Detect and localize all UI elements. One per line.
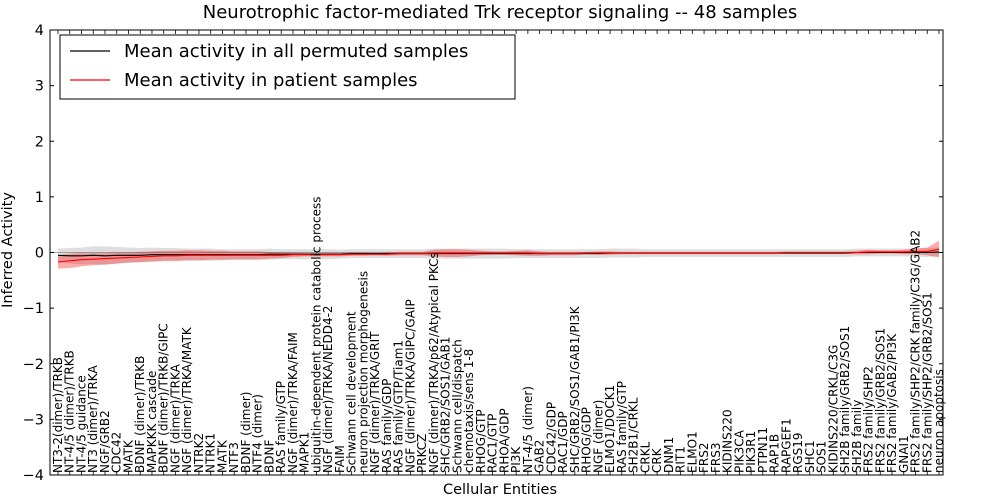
x-category-label: neuron projection morphogenesis <box>356 271 370 473</box>
x-category-label: PRKCZ <box>415 434 429 473</box>
y-axis-title: Inferred Activity <box>0 192 16 308</box>
x-category-label: NT-4/5 (dimer)/TRKB <box>63 350 77 473</box>
x-category-label: Schwann cell development <box>345 311 359 473</box>
x-category-label: BDNF (dimer) <box>239 392 253 474</box>
x-category-label: RAPGEF1 <box>779 418 793 473</box>
x-category-label: chemotaxis/sens 1-8 <box>462 349 476 473</box>
x-category-label: Schwann cell/dispatch <box>450 339 464 473</box>
y-tick-label: −3 <box>23 412 44 428</box>
x-category-label: RAS family/GTP/Tiam1 <box>392 340 406 473</box>
x-category-label: PIK3R1 <box>744 431 758 473</box>
x-category-label: FRS2 family/SHP2/GRB2/SOS1 <box>920 292 934 473</box>
x-category-label: NGF (dimer)/TRKA/GRIT <box>368 331 382 473</box>
x-category-label: NT3-2(dimer)/TRKB <box>51 357 65 473</box>
x-category-label: MAPKKK cascade <box>145 371 159 473</box>
x-category-label: SOS1 <box>815 441 829 473</box>
x-category-label: BDNF <box>262 440 276 473</box>
band-permuted <box>58 246 939 266</box>
legend: Mean activity in all permuted samples Me… <box>59 34 516 100</box>
x-category-label: NGF/GRB2 <box>98 410 112 473</box>
x-category-label: MATK <box>122 439 136 473</box>
x-category-label: NTRK1 <box>204 433 218 473</box>
x-category-label: NGF (dimer) <box>591 400 605 473</box>
x-category-label: NTF4 (dimer) <box>251 394 265 473</box>
x-category-label: BDNF (dimer)/TRKB/GIPC <box>157 323 171 473</box>
x-category-label: FRS2 family/GAB2/PI3K <box>885 333 899 473</box>
x-category-label: BDNF (dimer)/TRKB <box>133 356 147 473</box>
x-category-label: SHC/GRB2/SOS1/GAB1/PI3K <box>568 305 582 473</box>
x-category-label: NGF (dimer)/TRKA/p62/Atypical PKCs <box>427 252 441 473</box>
x-category-label: SHC1 <box>803 440 817 473</box>
x-category-label: ELMO1/DOCK1 <box>603 385 617 473</box>
x-category-label: FAIM <box>333 445 347 473</box>
x-category-label: NGF (dimer)/TRKA/MATK <box>180 326 194 473</box>
x-category-label: CRKL <box>638 441 652 473</box>
x-category-label: CDC42 <box>110 432 124 473</box>
x-category-label: PIK3CA <box>732 429 746 473</box>
x-category-label: DNM1 <box>662 437 676 473</box>
x-category-label: NGF (dimer)/TRKA <box>169 363 183 473</box>
x-category-label: GNAI1 <box>897 435 911 473</box>
x-category-label: MATK <box>216 439 230 473</box>
x-category-label: SH2B1/CRKL <box>627 397 641 473</box>
x-category-label: NGF (dimer)/TRKA/NEDD4-2 <box>321 305 335 473</box>
x-category-label: neuron apoptosis <box>932 369 946 473</box>
x-category-label: SHC/GRB2/SOS1/GAB1 <box>439 337 453 473</box>
x-category-label: GAB2 <box>533 440 547 473</box>
y-tick-label: −4 <box>23 468 44 484</box>
y-tick-label: 2 <box>35 134 44 150</box>
y-tick-label: −1 <box>23 301 44 317</box>
x-category-label: RAS family/GTP <box>615 381 629 473</box>
y-tick-label: 1 <box>35 190 44 206</box>
x-category-label: RHOG/GDP <box>580 407 594 473</box>
x-category-label: RAC1/GTP <box>486 414 500 473</box>
x-category-label: FRS2 family/SHP2/CRK family/C3G/GAB2 <box>909 230 923 473</box>
x-category-label: NGF (dimer)/TRKA/FAIM <box>286 332 300 473</box>
x-category-label: FRS3 <box>709 443 723 474</box>
x-category-label: RAC1/GDP <box>556 411 570 473</box>
legend-label-permuted: Mean activity in all permuted samples <box>124 41 468 62</box>
y-axis-ticks: −4 −3 −2 −1 0 1 2 3 4 <box>23 23 943 484</box>
x-category-label: RAS family/GTP <box>274 381 288 473</box>
x-axis-ticks <box>57 30 940 475</box>
x-category-label: CRK <box>650 447 664 473</box>
x-category-label: NT3 (dimer)/TRKA <box>86 365 100 473</box>
y-tick-label: 3 <box>35 79 44 95</box>
y-tick-label: 0 <box>35 246 44 262</box>
x-category-label: RHOG/GTP <box>474 409 488 473</box>
x-category-label: PI3K <box>509 446 523 473</box>
x-category-label: RAP1B <box>768 434 782 473</box>
x-category-label: FRS2 <box>697 443 711 474</box>
x-category-label: NTF3 <box>227 442 241 473</box>
x-category-label: FRS2 family/SHP2 <box>862 366 876 473</box>
x-category-label: NT-4/5 guidance <box>75 375 89 473</box>
series-lines <box>57 248 940 263</box>
x-category-label: RGS19 <box>791 432 805 473</box>
y-tick-label: 4 <box>35 23 44 39</box>
legend-label-patient: Mean activity in patient samples <box>124 70 418 91</box>
x-category-label: NT-4/5 (dimer) <box>521 386 535 473</box>
x-category-label: KIDINS220/CRKL/C3G <box>826 345 840 473</box>
x-category-label: KIDINS220 <box>721 409 735 473</box>
x-category-label: ELMO1 <box>685 431 699 473</box>
x-category-label: RIT1 <box>674 446 688 473</box>
x-category-label: SH2B family <box>850 400 864 473</box>
x-category-label: CDC42/GDP <box>544 402 558 473</box>
x-axis-title: Cellular Entities <box>443 482 557 498</box>
x-category-label: PTPN11 <box>756 427 770 473</box>
x-category-label: MAPK1 <box>298 432 312 473</box>
x-category-label: NGF (dimer)/TRKA/GIPC/GAIP <box>403 299 417 473</box>
line-patient <box>57 248 940 263</box>
x-category-label: SH2B family/GRB2/SOS1 <box>838 326 852 473</box>
y-tick-label: −2 <box>23 357 44 373</box>
chart-title: Neurotrophic factor-mediated Trk recepto… <box>203 2 797 23</box>
x-category-label: RAS family/GDP <box>380 379 394 473</box>
x-category-label: RHOA/GDP <box>497 408 511 473</box>
x-category-label: FRS2 family/GRB2/SOS1 <box>873 328 887 473</box>
legend-box <box>59 34 516 100</box>
x-category-label: NTRK2 <box>192 433 206 473</box>
x-category-label: ubiquitin-dependent protein catabolic pr… <box>309 197 323 473</box>
